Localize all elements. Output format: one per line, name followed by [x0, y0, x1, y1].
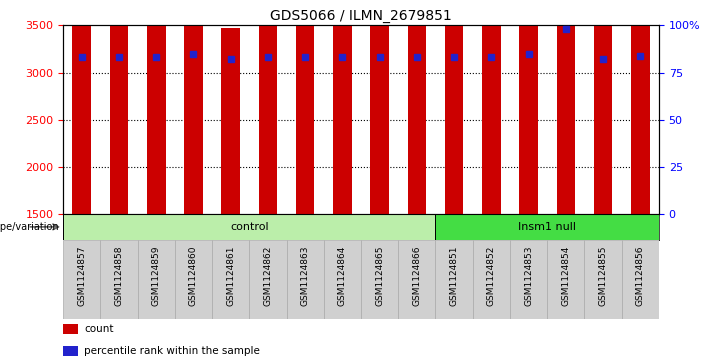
Text: genotype/variation: genotype/variation	[0, 222, 60, 232]
Text: GSM1124853: GSM1124853	[524, 246, 533, 306]
Bar	[212, 240, 250, 319]
Text: GSM1124860: GSM1124860	[189, 246, 198, 306]
Bar	[622, 240, 659, 319]
Bar	[63, 346, 78, 356]
Bar	[63, 324, 78, 334]
Bar	[259, 10, 277, 214]
Bar	[324, 240, 361, 319]
Bar	[250, 240, 287, 319]
Bar	[472, 240, 510, 319]
Bar	[175, 240, 212, 319]
Bar	[287, 240, 324, 319]
Text: GSM1124861: GSM1124861	[226, 246, 235, 306]
Text: GSM1124863: GSM1124863	[301, 246, 310, 306]
Text: GSM1124864: GSM1124864	[338, 246, 347, 306]
Bar	[594, 0, 613, 214]
Text: GSM1124857: GSM1124857	[77, 246, 86, 306]
Text: GSM1124856: GSM1124856	[636, 246, 645, 306]
Bar	[398, 240, 435, 319]
Bar	[63, 214, 435, 240]
Bar	[482, 0, 501, 214]
Text: percentile rank within the sample: percentile rank within the sample	[84, 346, 260, 356]
Bar	[585, 240, 622, 319]
Text: Insm1 null: Insm1 null	[518, 222, 576, 232]
Text: GSM1124858: GSM1124858	[114, 246, 123, 306]
Bar	[631, 25, 650, 214]
Text: GSM1124855: GSM1124855	[599, 246, 608, 306]
Bar	[184, 0, 203, 214]
Bar	[333, 3, 352, 214]
Bar	[109, 8, 128, 214]
Bar	[407, 0, 426, 214]
Bar	[445, 0, 463, 214]
Bar	[361, 240, 398, 319]
Bar	[296, 0, 315, 214]
Bar	[519, 0, 538, 214]
Bar	[435, 240, 472, 319]
Bar	[510, 240, 547, 319]
Text: control: control	[230, 222, 268, 232]
Bar	[370, 13, 389, 214]
Text: GSM1124865: GSM1124865	[375, 246, 384, 306]
Bar	[547, 240, 585, 319]
Title: GDS5066 / ILMN_2679851: GDS5066 / ILMN_2679851	[270, 9, 452, 23]
Bar	[557, 25, 575, 214]
Text: GSM1124852: GSM1124852	[487, 246, 496, 306]
Text: GSM1124851: GSM1124851	[449, 246, 458, 306]
Text: GSM1124859: GSM1124859	[151, 246, 161, 306]
Text: GSM1124866: GSM1124866	[412, 246, 421, 306]
Bar	[72, 0, 91, 214]
Text: GSM1124862: GSM1124862	[264, 246, 273, 306]
Bar	[137, 240, 175, 319]
Bar	[100, 240, 137, 319]
Bar	[147, 0, 165, 214]
Text: GSM1124854: GSM1124854	[562, 246, 571, 306]
Bar	[435, 214, 659, 240]
Text: count: count	[84, 324, 114, 334]
Bar	[63, 240, 100, 319]
Bar	[222, 28, 240, 214]
